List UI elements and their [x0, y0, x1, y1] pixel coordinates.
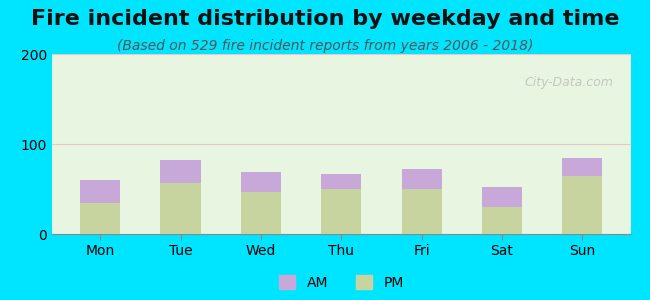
Bar	[321, 174, 361, 189]
Text: Fire incident distribution by weekday and time: Fire incident distribution by weekday an…	[31, 9, 619, 29]
Bar	[80, 180, 120, 203]
Bar	[321, 189, 361, 234]
Bar	[402, 169, 442, 189]
Bar	[80, 202, 120, 234]
Bar	[482, 187, 522, 207]
Bar	[562, 158, 603, 175]
Bar	[562, 176, 603, 234]
Bar	[240, 172, 281, 192]
Bar	[161, 160, 201, 183]
Bar	[161, 183, 201, 234]
Bar	[402, 189, 442, 234]
Legend: AM, PM: AM, PM	[273, 269, 410, 296]
Text: City-Data.com: City-Data.com	[525, 76, 613, 88]
Bar	[482, 207, 522, 234]
Bar	[240, 192, 281, 234]
Text: (Based on 529 fire incident reports from years 2006 - 2018): (Based on 529 fire incident reports from…	[117, 39, 533, 53]
